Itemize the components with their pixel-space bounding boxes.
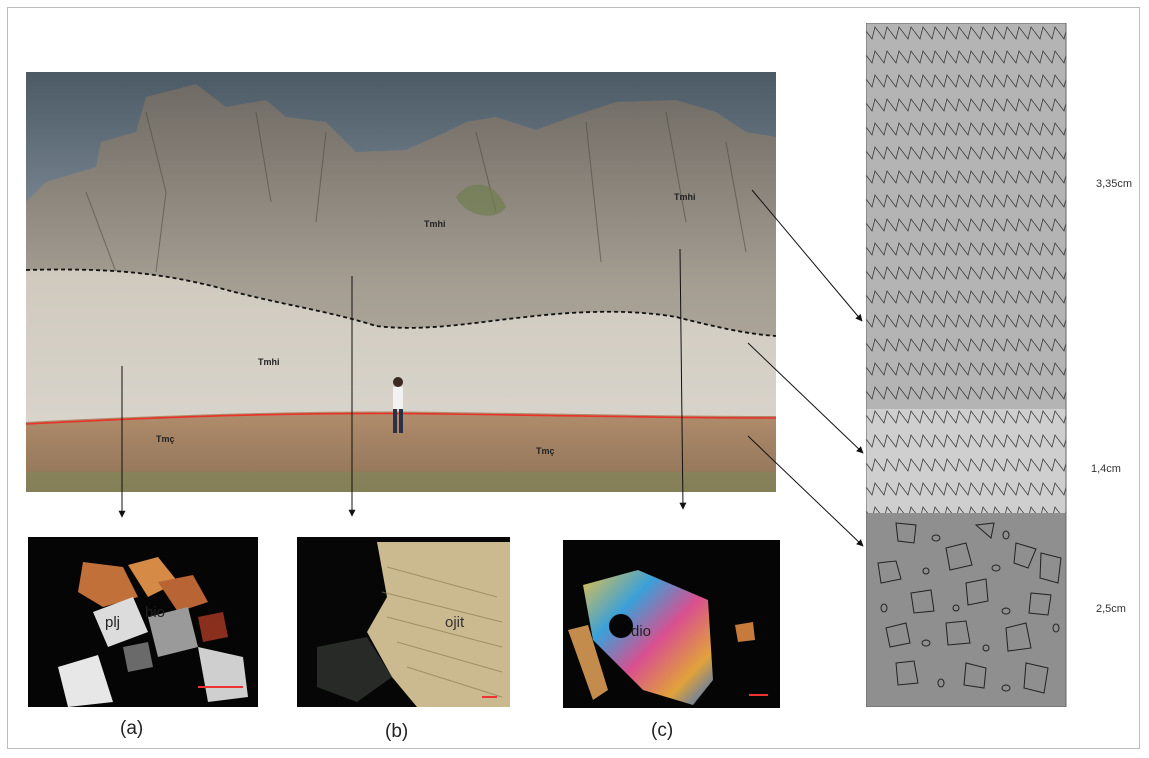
micrograph-c: dio <box>563 540 780 708</box>
dotted-contact-line <box>26 268 776 337</box>
label-tmhi-upper-right: Tmhi <box>674 192 696 202</box>
unit-lower <box>866 513 1066 707</box>
shrub <box>456 184 506 216</box>
arrow-to-unit-upper <box>751 189 863 322</box>
vegetation <box>26 472 776 492</box>
mineral-label-ojit: ojit <box>445 614 465 631</box>
lower-red-unit <box>26 411 776 492</box>
caption-c: (c) <box>651 720 674 741</box>
outcrop-photo: Tmhi Tmhi Tmhi Tmç Tmç <box>26 72 776 492</box>
arrow-to-unit-middle <box>747 342 864 454</box>
label-tmhi-middle: Tmhi <box>258 357 280 367</box>
label-tmhi-upper-left: Tmhi <box>424 219 446 229</box>
person <box>393 377 403 433</box>
thickness-label-upper: 3,35cm <box>1096 178 1133 190</box>
figure-frame <box>7 7 1140 749</box>
thickness-label-lower: 2,5cm <box>1096 603 1126 615</box>
arrow-to-micrograph-c <box>679 248 687 510</box>
caption-a: (a) <box>120 718 144 739</box>
arrow-to-unit-lower <box>747 435 864 547</box>
label-tmc-left: Tmç <box>156 434 175 444</box>
stratigraphic-column <box>866 23 1067 707</box>
micrograph-b: ojit <box>297 537 510 707</box>
caption-b: (b) <box>385 721 409 742</box>
mineral-label-plj: plj <box>105 614 120 631</box>
label-tmc-right: Tmç <box>536 446 555 456</box>
clasts <box>877 522 1062 694</box>
micrograph-a: plj bio <box>28 537 258 707</box>
middle-tuff <box>26 269 776 422</box>
thickness-label-middle: 1,4cm <box>1091 463 1121 475</box>
mineral-label-bio: bio <box>145 604 165 621</box>
mineral-label-dio: dio <box>631 623 651 640</box>
